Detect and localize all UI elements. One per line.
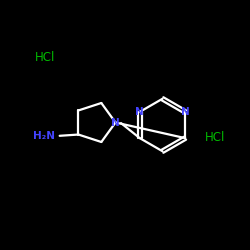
Text: N: N xyxy=(181,107,190,117)
Text: N: N xyxy=(136,107,144,117)
Text: N: N xyxy=(111,118,120,128)
Text: HCl: HCl xyxy=(35,51,55,64)
Text: HCl: HCl xyxy=(205,131,225,144)
Text: H₂N: H₂N xyxy=(33,131,55,141)
